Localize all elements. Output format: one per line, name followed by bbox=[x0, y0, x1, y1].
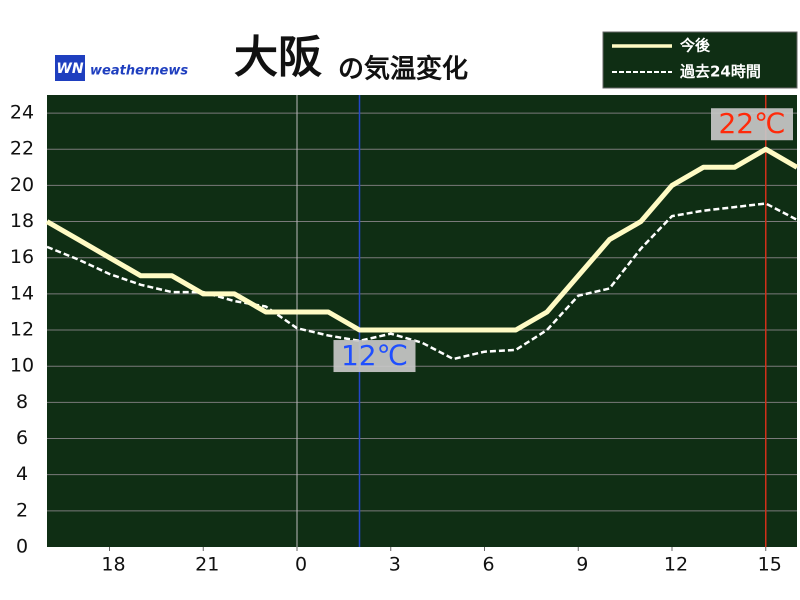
y-tick-label: 0 bbox=[16, 536, 28, 558]
logo-icon: WN bbox=[56, 61, 83, 77]
y-tick-label: 22 bbox=[10, 138, 34, 160]
y-tick-label: 18 bbox=[10, 210, 34, 232]
annotation-label: 12℃ bbox=[341, 339, 408, 372]
legend-label: 過去24時間 bbox=[679, 63, 761, 81]
x-tick-label: 15 bbox=[758, 554, 782, 576]
y-tick-label: 20 bbox=[10, 174, 34, 196]
y-tick-label: 2 bbox=[16, 499, 28, 521]
logo-text: weathernews bbox=[90, 64, 188, 79]
x-tick-label: 3 bbox=[389, 554, 401, 576]
logo-icon-background bbox=[55, 55, 85, 81]
y-tick-label: 6 bbox=[16, 427, 28, 449]
chart-title-place: 大阪 bbox=[234, 32, 322, 83]
legend-box bbox=[602, 31, 798, 89]
y-tick-label: 10 bbox=[10, 355, 34, 377]
logo: WN weathernews bbox=[55, 55, 188, 81]
x-tick-label: 12 bbox=[664, 554, 688, 576]
legend-label: 今後 bbox=[679, 37, 711, 55]
y-tick-label: 24 bbox=[10, 102, 34, 124]
chart-title: の気温変化 bbox=[338, 54, 468, 85]
annotation-label: 22℃ bbox=[718, 107, 785, 140]
x-tick-label: 21 bbox=[195, 554, 219, 576]
y-tick-label: 14 bbox=[10, 282, 34, 304]
annotation-box bbox=[711, 108, 793, 141]
y-tick-label: 12 bbox=[10, 319, 34, 341]
series-line bbox=[45, 146, 799, 333]
x-tick-label: 6 bbox=[482, 554, 494, 576]
y-tick-label: 8 bbox=[16, 391, 28, 413]
x-tick-label: 18 bbox=[101, 554, 125, 576]
annotation-box bbox=[333, 340, 416, 373]
plot-background bbox=[47, 95, 797, 547]
y-tick-label: 4 bbox=[16, 463, 28, 485]
y-tick-label: 16 bbox=[10, 246, 34, 268]
series-line bbox=[46, 202, 798, 361]
x-tick-label: 9 bbox=[576, 554, 588, 576]
x-tick-label: 0 bbox=[295, 554, 307, 576]
